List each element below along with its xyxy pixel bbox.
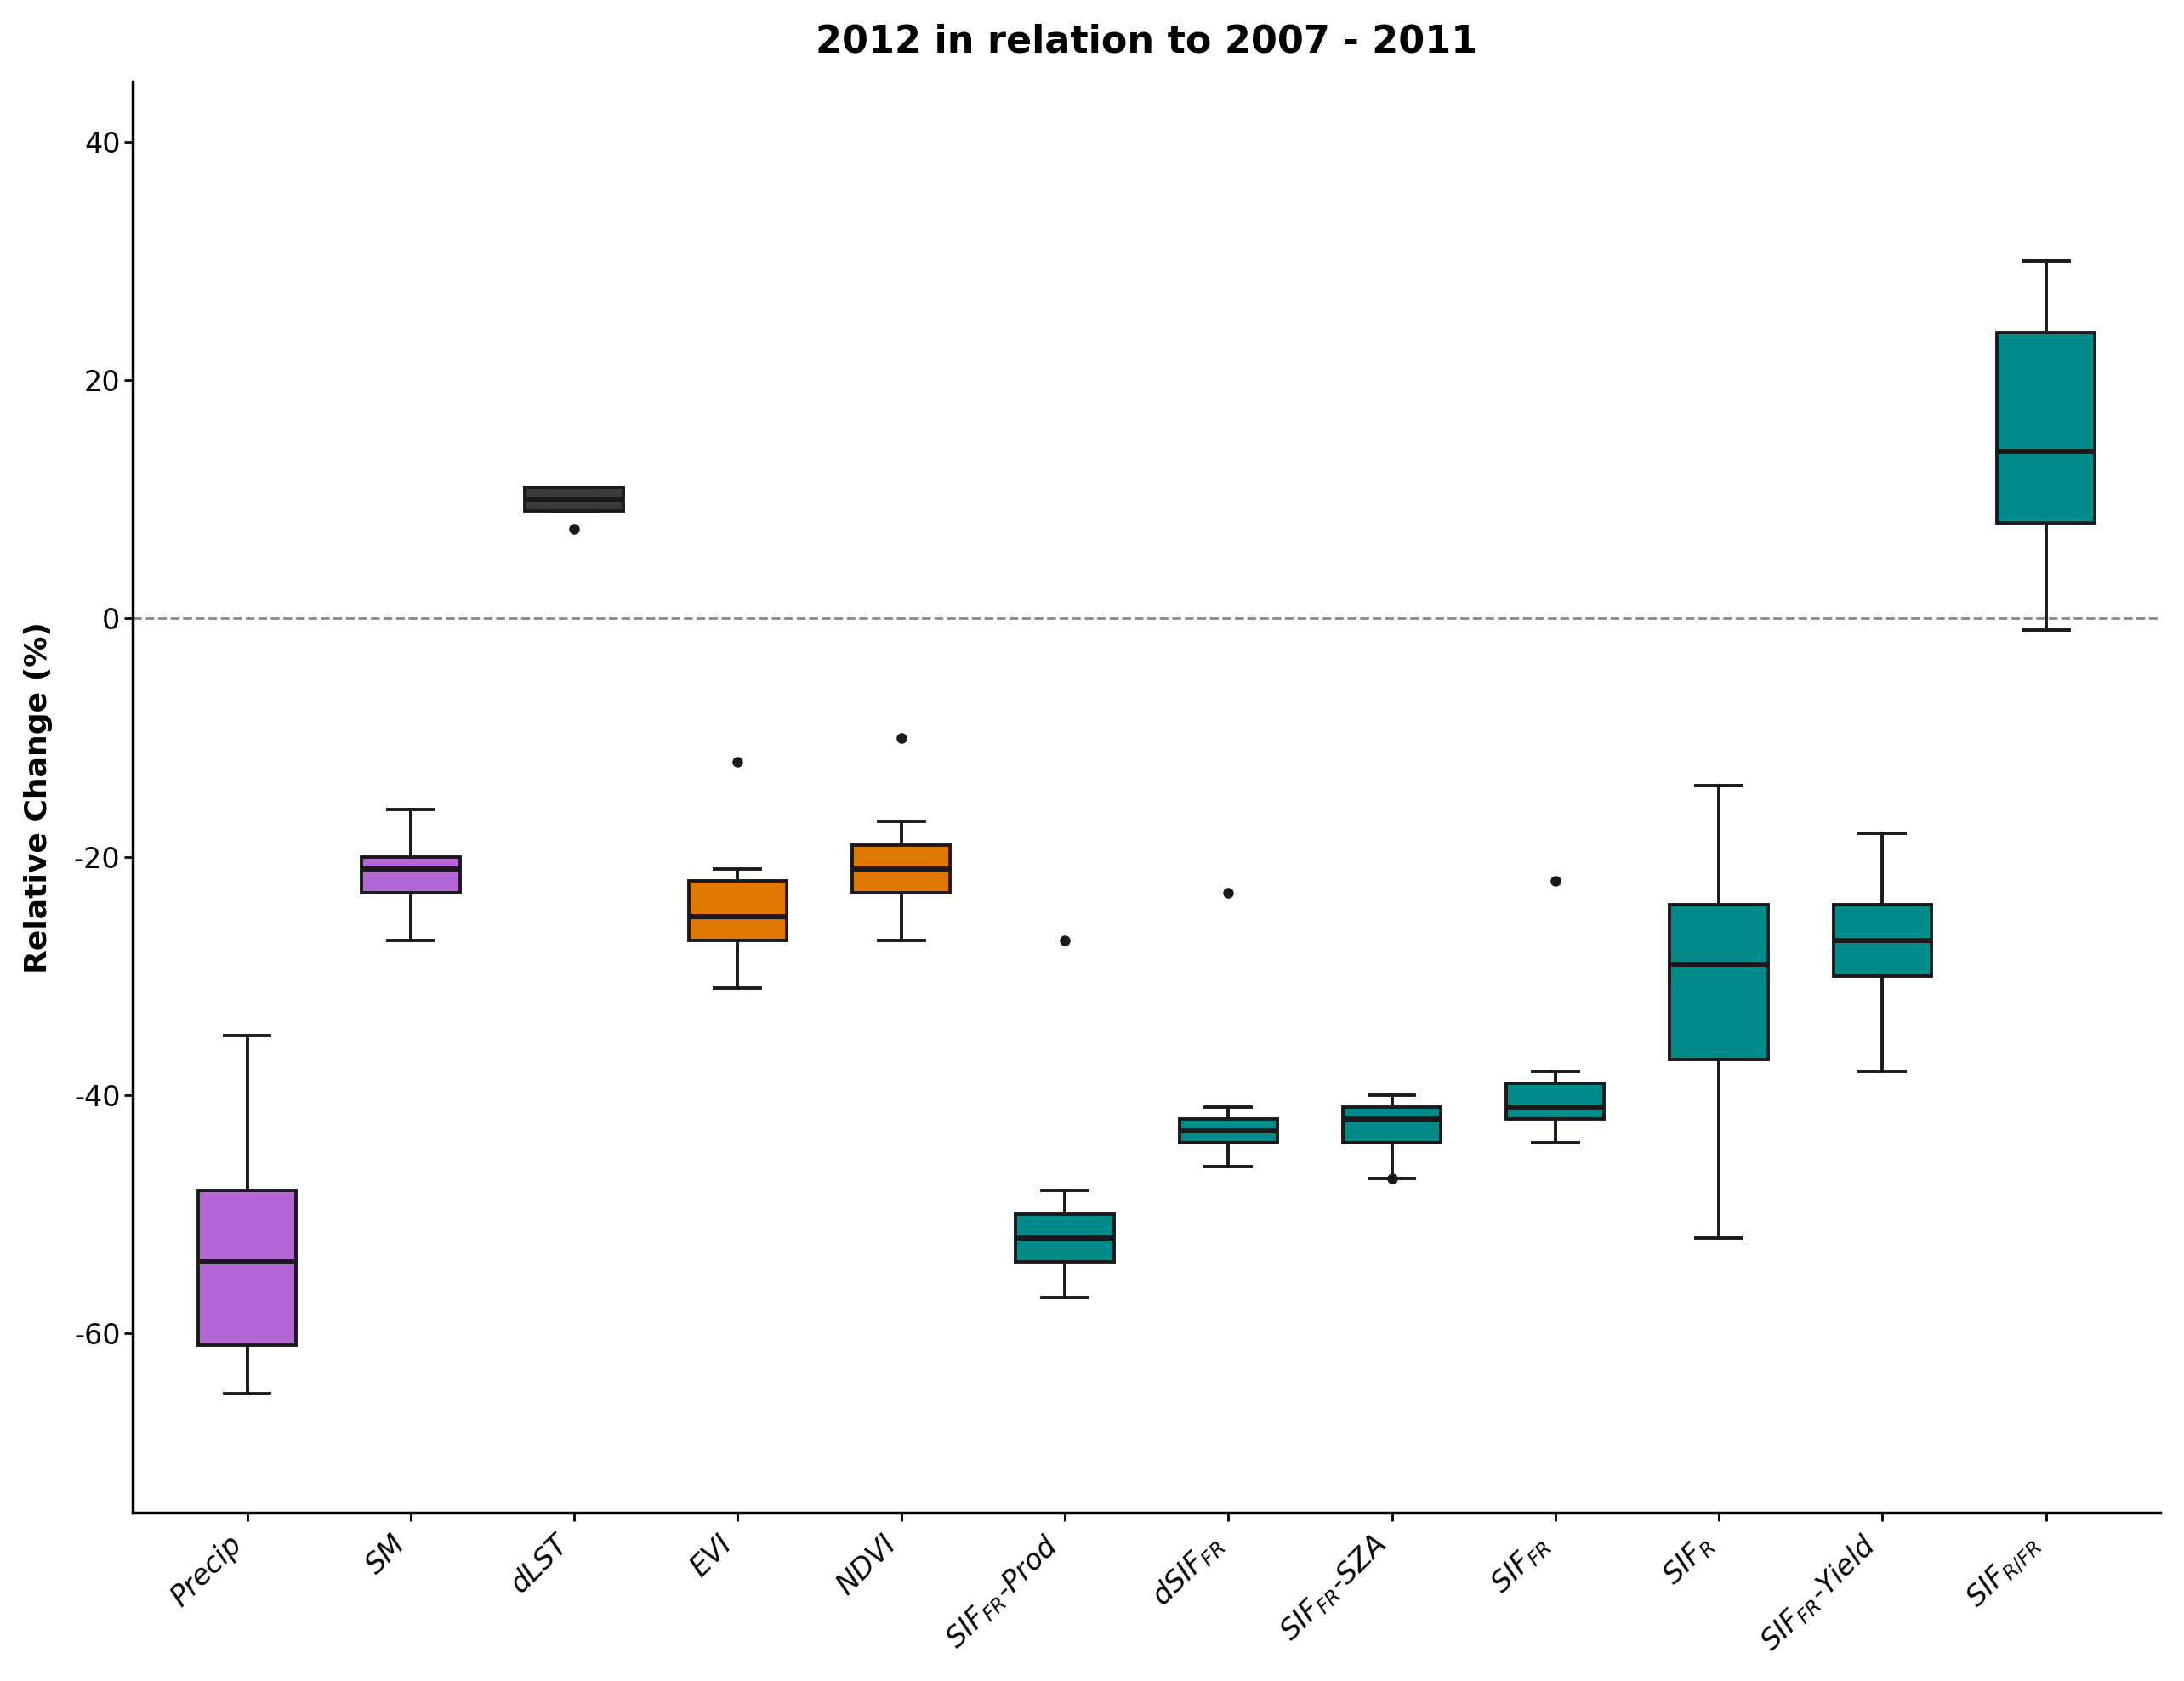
Bar bbox=[688, 881, 786, 940]
Bar bbox=[1179, 1120, 1278, 1143]
Title: 2012 in relation to 2007 - 2011: 2012 in relation to 2007 - 2011 bbox=[815, 24, 1476, 61]
Y-axis label: Relative Change (%): Relative Change (%) bbox=[24, 622, 52, 973]
Bar bbox=[363, 857, 459, 893]
Bar bbox=[1996, 333, 2094, 523]
Bar bbox=[1832, 904, 1931, 977]
Bar bbox=[524, 487, 622, 511]
Bar bbox=[1671, 904, 1767, 1059]
Bar bbox=[1016, 1214, 1114, 1262]
Bar bbox=[1507, 1083, 1605, 1120]
Bar bbox=[1343, 1108, 1441, 1143]
Bar bbox=[199, 1190, 297, 1345]
Bar bbox=[852, 846, 950, 893]
